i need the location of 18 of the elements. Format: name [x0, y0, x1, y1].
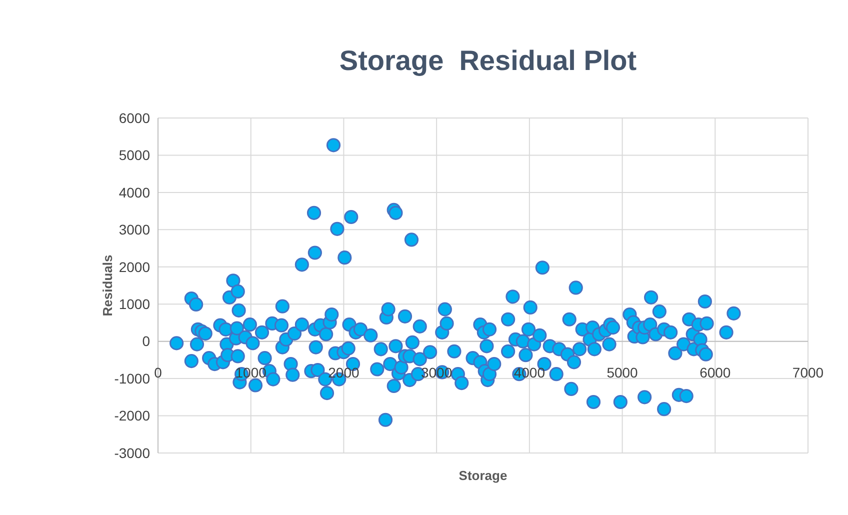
y-axis-title: Residuals — [100, 254, 115, 316]
y-tick-label: 4000 — [118, 184, 150, 200]
x-tick-label: 1000 — [235, 364, 267, 380]
y-tick-label: 2000 — [118, 258, 150, 275]
chart-title: Storage Residual Plot — [339, 45, 637, 76]
y-tick-label: 1000 — [118, 296, 150, 312]
y-tick-label: 6000 — [118, 110, 150, 126]
y-tick-label: -3000 — [114, 444, 150, 461]
x-tick-label: 7000 — [792, 364, 824, 380]
y-tick-label: 0 — [142, 333, 150, 350]
y-tick-label: -1000 — [114, 370, 150, 386]
y-tick-label: -2000 — [114, 408, 150, 424]
y-tick-label: 3000 — [118, 222, 150, 238]
x-tick-label: 5000 — [606, 364, 638, 380]
x-axis-title: Storage — [458, 468, 508, 483]
x-tick-label: 0 — [154, 364, 162, 380]
x-tick-label: 6000 — [700, 364, 731, 380]
y-tick-label: 5000 — [118, 147, 150, 164]
